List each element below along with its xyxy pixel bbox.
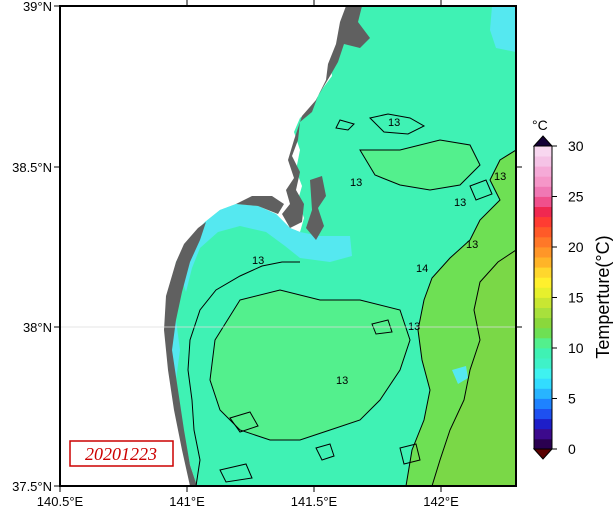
colorbar-segment: [534, 317, 552, 329]
colorbar-segment: [534, 257, 552, 268]
contour-labels: 13 13 13 13 13 13 13 13 14: [252, 117, 506, 387]
lon-tick-label: 142°E: [423, 494, 459, 509]
colorbar-segment: [534, 186, 552, 197]
land-mask-bay: [236, 196, 284, 214]
colorbar-segment: [534, 196, 552, 207]
colorbar-tick-label: 15: [568, 290, 584, 306]
land-mask-north: [282, 6, 370, 228]
colorbar-segment: [534, 327, 552, 339]
colorbar-tick-label: 0: [568, 441, 576, 457]
colorbar-segment: [534, 438, 552, 450]
colorbar-title: Temperture(°C): [593, 235, 613, 358]
colorbar-max-triangle: [532, 135, 554, 147]
map-area: 13 13 13 13 13 13 13 13 14: [60, 6, 516, 486]
colorbar: °C 30 25 20 15 10 5 0 Temperture(°C): [532, 117, 613, 460]
colorbar-segment: [534, 156, 552, 167]
axis-ticks: [54, 0, 522, 492]
colorbar-ticks: 30 25 20 15 10 5 0: [552, 138, 584, 457]
warm-water-east-core: [432, 250, 516, 486]
colorbar-segment: [534, 358, 552, 369]
colorbar-segment: [534, 247, 552, 258]
colorbar-tick-label: 10: [568, 340, 584, 356]
coastal-cold-water-north: [490, 6, 516, 52]
date-label: 20201223: [85, 444, 157, 464]
colorbar-segment: [534, 337, 552, 349]
colorbar-tick-label: 20: [568, 239, 584, 255]
contour-label: 13: [388, 117, 400, 129]
water-14c-patch-mid: [360, 140, 480, 190]
lat-tick-label: 38.5°N: [12, 160, 52, 175]
land-mask-shore-patch: [306, 176, 326, 240]
colorbar-segment: [534, 216, 552, 228]
contour-label: 13: [350, 177, 362, 189]
colorbar-segment: [534, 388, 552, 399]
colorbar-segment: [534, 297, 552, 308]
colorbar-segment: [534, 146, 552, 157]
colorbar-segment: [534, 176, 552, 187]
colorbar-segment: [534, 277, 552, 288]
map-frame: [59, 5, 517, 487]
colorbar-segment: [534, 226, 552, 238]
lon-tick-label: 141°E: [169, 494, 205, 509]
lat-tick-label: 39°N: [23, 0, 52, 14]
colorbar-tick-label: 25: [568, 189, 584, 205]
land-mask-coast-south: [164, 222, 206, 486]
contour-label: 13: [252, 255, 264, 267]
colorbar-segment: [534, 398, 552, 409]
lon-tick-label: 141.5°E: [291, 494, 338, 509]
contour-label: 13: [494, 171, 506, 183]
colorbar-segment: [534, 418, 552, 430]
colorbar-segment: [534, 307, 552, 319]
contour-label: 13: [454, 197, 466, 209]
water-14c-patch-south: [210, 290, 410, 440]
colorbar-segment: [534, 408, 552, 420]
coastal-cold-water: [176, 204, 352, 292]
colorbar-segments: [534, 146, 552, 450]
colorbar-min-triangle: [532, 448, 554, 460]
contour-label: 14: [416, 263, 428, 275]
colorbar-tick-label: 30: [568, 138, 584, 154]
cold-spot-east: [452, 366, 468, 384]
colorbar-segment: [534, 348, 552, 359]
colorbar-segment: [534, 287, 552, 298]
colorbar-segment: [534, 236, 552, 248]
colorbar-segment: [534, 428, 552, 440]
colorbar-segment: [534, 166, 552, 177]
colorbar-segment: [534, 368, 552, 379]
lat-tick-label: 37.5°N: [12, 479, 52, 494]
lon-tick-label: 140.5°E: [37, 494, 84, 509]
colorbar-unit: °C: [532, 117, 548, 133]
colorbar-segment: [534, 267, 552, 278]
colorbar-segment: [534, 206, 552, 218]
lat-tick-label: 38°N: [23, 320, 52, 335]
colorbar-tick-label: 5: [568, 391, 576, 407]
contour-label: 13: [466, 239, 478, 251]
colorbar-segment: [534, 378, 552, 389]
date-label-box: 20201223: [69, 440, 174, 467]
contour-label: 13: [336, 375, 348, 387]
contour-lines: [187, 113, 516, 486]
